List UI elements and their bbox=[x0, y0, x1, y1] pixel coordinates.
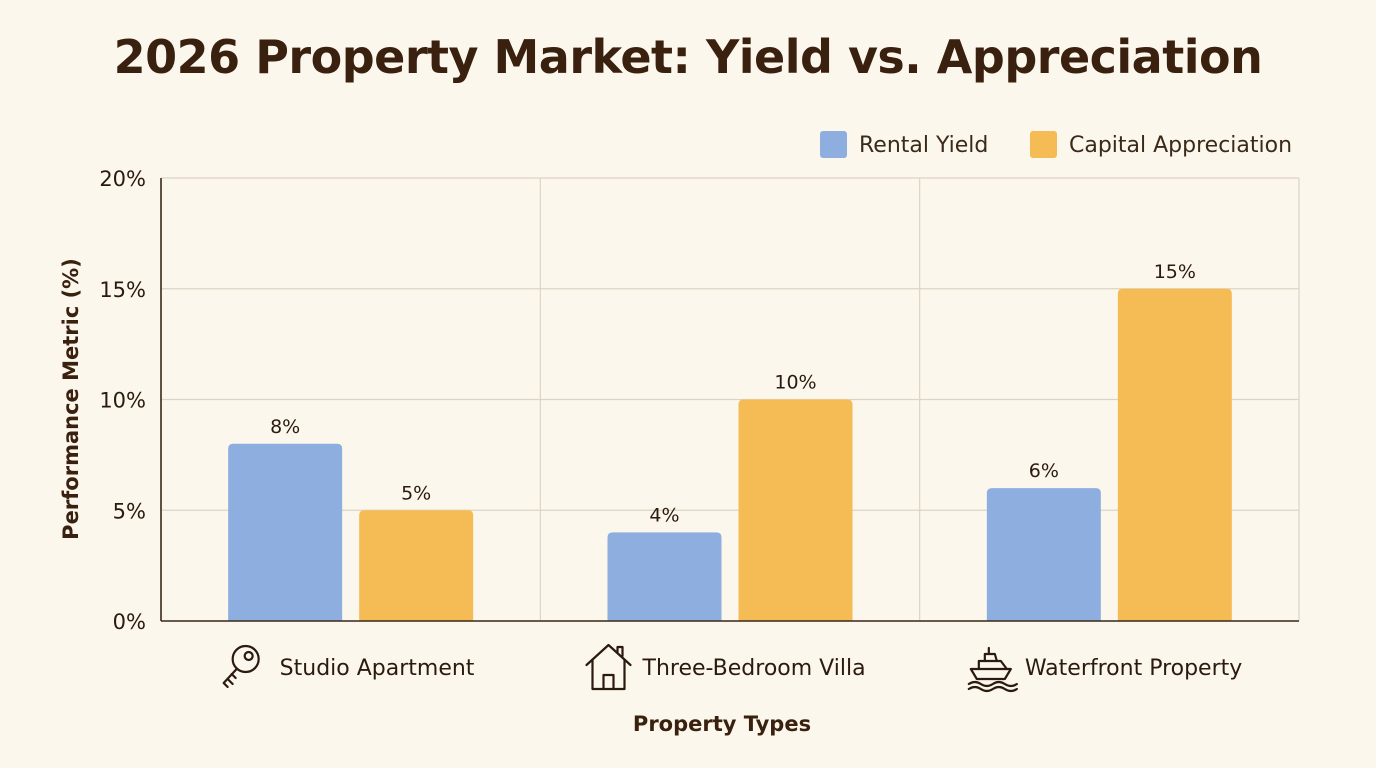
y-tick-label: 0% bbox=[113, 610, 146, 634]
chart-title: 2026 Property Market: Yield vs. Apprecia… bbox=[113, 30, 1263, 84]
legend-swatch bbox=[820, 131, 847, 158]
bar bbox=[986, 488, 1101, 621]
bar bbox=[359, 510, 474, 621]
data-label: 8% bbox=[270, 416, 300, 438]
data-label: 4% bbox=[649, 504, 679, 526]
y-tick-label: 15% bbox=[99, 278, 146, 302]
house-icon bbox=[585, 643, 632, 691]
key-icon bbox=[222, 644, 260, 689]
data-label: 6% bbox=[1029, 460, 1059, 482]
data-label: 5% bbox=[401, 482, 431, 504]
legend-label: Rental Yield bbox=[859, 133, 988, 158]
legend: Rental Yield Capital Appreciation bbox=[820, 131, 1292, 158]
bar bbox=[228, 443, 343, 621]
y-tick-label: 20% bbox=[99, 167, 146, 191]
axes: 0% 5% 10% 15% 20% bbox=[99, 167, 1299, 634]
y-tick-label: 5% bbox=[113, 499, 146, 523]
y-axis-title: Performance Metric (%) bbox=[59, 258, 83, 540]
x-tick-label: Three-Bedroom Villa bbox=[642, 656, 866, 681]
legend-swatch bbox=[1030, 131, 1057, 158]
legend-label: Capital Appreciation bbox=[1069, 133, 1292, 158]
x-tick-label: Studio Apartment bbox=[280, 656, 475, 681]
bars bbox=[228, 288, 1232, 621]
data-label: 10% bbox=[774, 372, 816, 394]
data-label: 15% bbox=[1154, 261, 1196, 283]
x-axis-title: Property Types bbox=[633, 712, 811, 736]
y-tick-label: 10% bbox=[99, 389, 146, 413]
boat-icon bbox=[967, 646, 1018, 693]
bar bbox=[738, 399, 853, 621]
bar bbox=[1117, 288, 1232, 621]
x-axis-categories: Studio Apartment Three-Bedroom Villa Water… bbox=[222, 643, 1242, 693]
data-labels: 8% 4% 6% 5% 10% 15% bbox=[270, 261, 1196, 527]
bar bbox=[607, 532, 722, 621]
x-tick-label: Waterfront Property bbox=[1025, 656, 1242, 681]
